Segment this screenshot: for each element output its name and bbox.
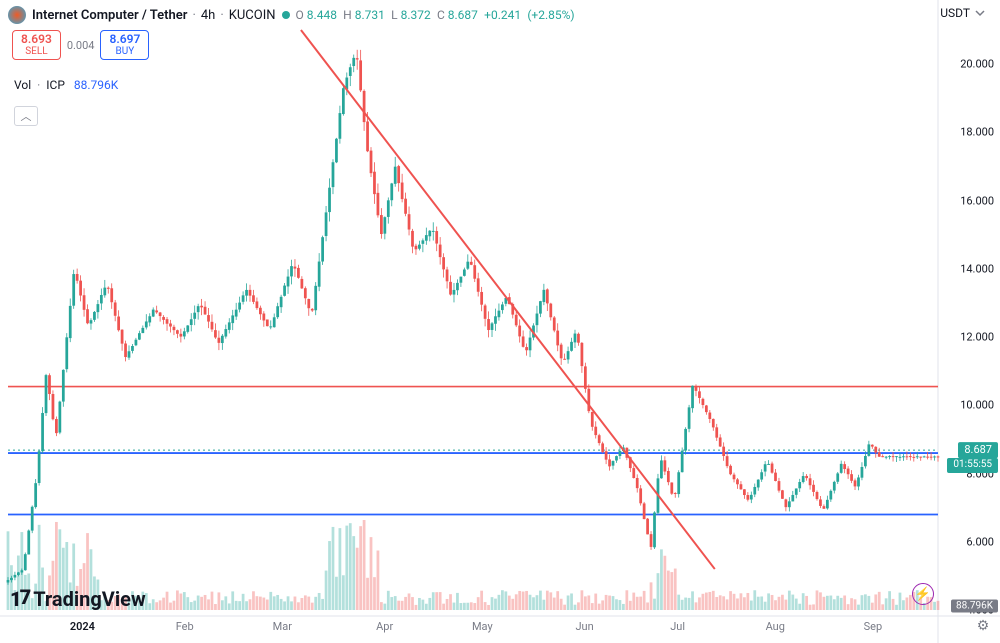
brand-icon: 17 — [10, 587, 29, 611]
y-tick-label: 16.000 — [960, 194, 994, 207]
y-tick-label: 18.000 — [960, 126, 994, 139]
y-tick-label: 6.000 — [966, 535, 994, 548]
countdown-tag: 01:55:55 — [947, 458, 998, 473]
last-price-tag: 8.687 — [958, 442, 998, 458]
flash-button[interactable]: ⚡ — [912, 583, 934, 605]
gear-icon: ⚙ — [977, 618, 990, 634]
x-tick-label: May — [472, 620, 493, 633]
y-tick-label: 14.000 — [960, 262, 994, 275]
x-tick-label: Jul — [670, 620, 685, 633]
y-tick-label: 10.000 — [960, 399, 994, 412]
x-tick-label: Aug — [766, 620, 785, 633]
x-tick-label: 2024 — [70, 620, 95, 633]
y-tick-label: 20.000 — [960, 58, 994, 71]
settings-button[interactable]: ⚙ — [974, 617, 992, 635]
y-tick-label: 12.000 — [960, 331, 994, 344]
volume-axis-tag: 88.796K — [951, 600, 998, 613]
price-chart[interactable] — [0, 0, 1000, 643]
x-tick-label: Jun — [575, 620, 593, 633]
flash-icon: ⚡ — [915, 587, 931, 602]
brand-text: TradingView — [33, 587, 145, 611]
x-tick-label: Feb — [176, 620, 194, 633]
x-tick-label: Apr — [376, 620, 393, 633]
x-tick-label: Mar — [273, 620, 292, 633]
x-tick-label: Sep — [864, 620, 883, 633]
tradingview-logo[interactable]: 17 TradingView — [10, 587, 146, 611]
